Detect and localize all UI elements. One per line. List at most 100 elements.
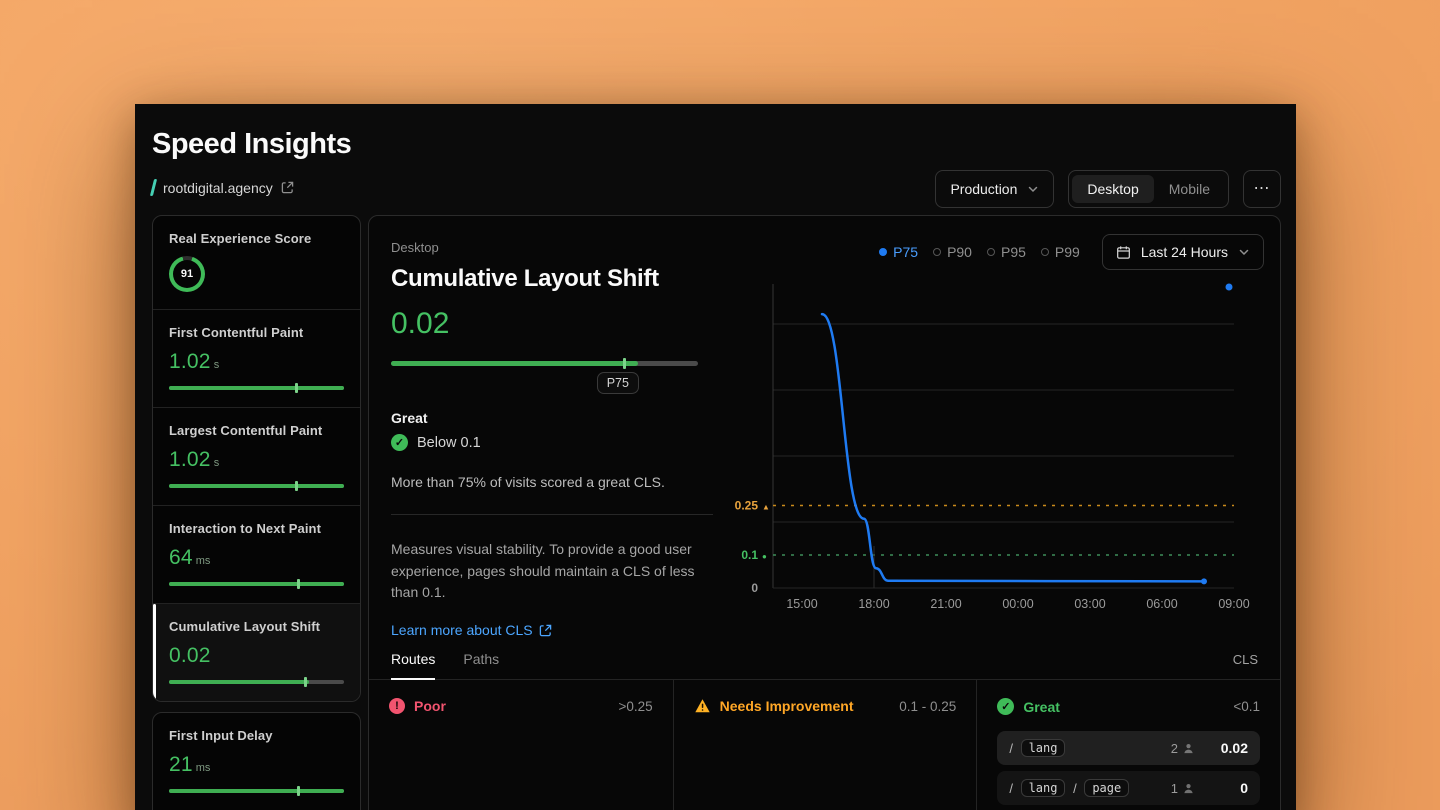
sidebar-item-cumulative-layout-shift[interactable]: Cumulative Layout Shift 0.02 — [153, 603, 360, 701]
route-cls-value: 0.02 — [1220, 740, 1248, 756]
metric-unit: ms — [195, 762, 211, 774]
bucket-range: >0.25 — [618, 698, 653, 714]
score-buckets: ! Poor >0.25 Needs Improvement 0.1 - 0.2… — [369, 680, 1280, 810]
metric-label: Real Experience Score — [169, 231, 312, 246]
svg-text:0.25: 0.25 — [735, 499, 759, 513]
table-row-lang[interactable]: / lang 2 0.02 — [997, 731, 1260, 765]
date-range-label: Last 24 Hours — [1140, 244, 1228, 260]
status-summary: More than 75% of visits scored a great C… — [391, 474, 665, 490]
speed-insights-window: Speed Insights rootdigital.agency Produc… — [135, 104, 1296, 810]
chart-controls: P75 P90 P95 P99 Last 24 Hours — [879, 234, 1264, 270]
svg-text:00:00: 00:00 — [1002, 597, 1033, 611]
table-row-lang-page[interactable]: / lang / page 1 0 — [997, 771, 1260, 805]
route-cls-value: 0 — [1240, 780, 1248, 796]
p75-marker-badge: P75 — [596, 372, 639, 394]
environment-select[interactable]: Production — [935, 170, 1055, 208]
metrics-group-primary: Real Experience Score 91 First Contentfu… — [152, 215, 361, 702]
route-segment: lang — [1020, 779, 1066, 797]
percentile-selector: P75 P90 P95 P99 — [879, 244, 1080, 260]
chevron-down-icon — [1239, 249, 1249, 256]
percentile-option-p95[interactable]: P95 — [986, 244, 1026, 260]
external-link-icon[interactable] — [281, 181, 294, 194]
svg-text:03:00: 03:00 — [1074, 597, 1105, 611]
learn-more-link[interactable]: Learn more about CLS — [391, 622, 552, 638]
chevron-down-icon — [1029, 186, 1038, 193]
external-link-icon — [539, 624, 551, 636]
sidebar-item-first-input-delay[interactable]: First Input Delay 21 ms — [153, 713, 360, 810]
score-scale-bar: P75 — [391, 358, 698, 394]
device-toggle-desktop[interactable]: Desktop — [1072, 175, 1154, 203]
sidebar-item-largest-contentful-paint[interactable]: Largest Contentful Paint 1.02 s — [153, 407, 360, 505]
percentile-label: P99 — [1054, 244, 1080, 260]
device-toggle-mobile[interactable]: Mobile — [1168, 181, 1210, 197]
metric-score-bar — [169, 579, 344, 589]
bucket-great: ✓ Great <0.1 / lang 2 0.02 / lang / page… — [976, 680, 1280, 810]
environment-label: Production — [950, 181, 1018, 197]
device-label: Desktop — [391, 240, 439, 255]
warning-triangle-icon — [694, 699, 710, 713]
svg-text:21:00: 21:00 — [930, 597, 961, 611]
sidebar-item-interaction-to-next-paint[interactable]: Interaction to Next Paint 64 ms — [153, 505, 360, 603]
percentile-option-p75[interactable]: P75 — [879, 244, 918, 260]
status-detail: Below 0.1 — [417, 434, 481, 451]
svg-text:0.1: 0.1 — [741, 548, 758, 562]
date-range-select[interactable]: Last 24 Hours — [1101, 234, 1264, 270]
user-icon — [1184, 743, 1193, 753]
bucket-label: Needs Improvement — [719, 698, 854, 714]
device-toggle: Desktop Mobile — [1068, 170, 1229, 208]
check-circle-icon: ✓ — [391, 434, 408, 451]
metric-unit: s — [213, 359, 220, 371]
breadcrumb: rootdigital.agency — [149, 179, 1279, 196]
metric-detail-title: Cumulative Layout Shift — [391, 265, 659, 292]
svg-text:18:00: 18:00 — [858, 597, 889, 611]
metric-score-bar — [169, 481, 344, 491]
radio-dot-icon — [986, 248, 995, 256]
radio-dot-icon — [933, 248, 942, 256]
svg-text:09:00: 09:00 — [1218, 597, 1249, 611]
metric-score-bar — [169, 383, 344, 393]
res-score: 91 — [173, 260, 201, 288]
route-segment: page — [1084, 779, 1130, 797]
route-rows: / lang 2 0.02 / lang / page 1 0 — [997, 731, 1260, 805]
divider — [391, 514, 713, 515]
metric-detail-value: 0.02 — [391, 307, 450, 340]
bucket-range: <0.1 — [1233, 699, 1260, 714]
learn-more-label: Learn more about CLS — [391, 622, 533, 639]
svg-text:06:00: 06:00 — [1146, 597, 1177, 611]
metric-info: Desktop Cumulative Layout Shift 0.02 P75… — [391, 240, 713, 640]
route-path: / lang / page — [1009, 779, 1170, 797]
slash-icon — [149, 179, 158, 196]
percentile-option-p90[interactable]: P90 — [933, 244, 972, 260]
cls-line-chart[interactable]: 0.25 ▲ 0.1 ● 0 15:00 18:00 21:00 00:00 03:00 06:00… — [724, 280, 1279, 620]
metric-value: 1.02 — [169, 350, 211, 373]
svg-text:15:00: 15:00 — [786, 597, 817, 611]
bucket-needs-improvement: Needs Improvement 0.1 - 0.25 — [672, 680, 977, 810]
radio-dot-icon — [1040, 248, 1049, 256]
sidebar-item-first-contentful-paint[interactable]: First Contentful Paint 1.02 s — [153, 309, 360, 407]
tab-paths[interactable]: Paths — [463, 651, 500, 667]
svg-text:▲: ▲ — [762, 503, 770, 512]
metric-unit: ms — [195, 555, 211, 567]
user-icon — [1184, 783, 1193, 793]
route-path: / lang — [1009, 739, 1170, 757]
more-options-button[interactable]: ⋯ — [1243, 170, 1281, 208]
percentile-label: P90 — [947, 244, 972, 260]
bucket-label: Great — [1023, 698, 1060, 715]
status-label: Great — [391, 410, 428, 426]
metric-label: Largest Contentful Paint — [169, 423, 323, 438]
metric-score-bar — [169, 677, 344, 687]
status-block: Great ✓ Below 0.1 More than 75% of visit… — [391, 410, 713, 640]
metric-label: Interaction to Next Paint — [169, 521, 322, 536]
sidebar-item-real-experience-score[interactable]: Real Experience Score 91 — [153, 216, 360, 309]
bucket-label: Poor — [414, 698, 446, 714]
metric-detail-panel: Desktop Cumulative Layout Shift 0.02 P75… — [368, 215, 1281, 810]
visitor-count: 2 — [1170, 740, 1178, 756]
table-metric-label: CLS — [1232, 652, 1258, 667]
metric-value: 64 — [169, 546, 193, 569]
metric-value: 21 — [169, 753, 193, 776]
toolbar: Production Desktop Mobile ⋯ — [935, 170, 1281, 208]
tab-routes[interactable]: Routes — [391, 651, 436, 680]
percentile-option-p99[interactable]: P99 — [1040, 244, 1080, 260]
visitor-count: 1 — [1170, 780, 1178, 796]
